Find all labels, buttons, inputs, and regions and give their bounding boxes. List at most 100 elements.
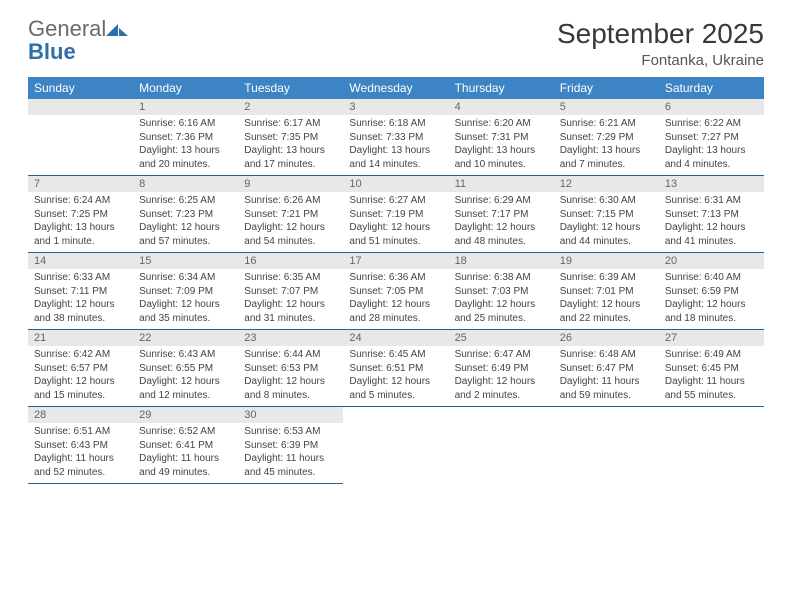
daylight-line: Daylight: 12 hours and 35 minutes. <box>139 298 232 325</box>
day-number: 28 <box>28 407 133 423</box>
page-title: September 2025 <box>557 18 764 50</box>
day-number: 25 <box>449 330 554 346</box>
weekday-header-row: Sunday Monday Tuesday Wednesday Thursday… <box>28 77 764 99</box>
calendar-day-cell: 26Sunrise: 6:48 AMSunset: 6:47 PMDayligh… <box>554 330 659 407</box>
sunset-line: Sunset: 7:36 PM <box>139 131 232 145</box>
sunrise-line: Sunrise: 6:38 AM <box>455 271 548 285</box>
daylight-line: Daylight: 12 hours and 48 minutes. <box>455 221 548 248</box>
day-info: Sunrise: 6:49 AMSunset: 6:45 PMDaylight:… <box>659 346 764 402</box>
sunset-line: Sunset: 7:01 PM <box>560 285 653 299</box>
day-info: Sunrise: 6:31 AMSunset: 7:13 PMDaylight:… <box>659 192 764 248</box>
daylight-line: Daylight: 11 hours and 49 minutes. <box>139 452 232 479</box>
daylight-line: Daylight: 13 hours and 4 minutes. <box>665 144 758 171</box>
calendar-week-row: 14Sunrise: 6:33 AMSunset: 7:11 PMDayligh… <box>28 253 764 330</box>
sunrise-line: Sunrise: 6:17 AM <box>244 117 337 131</box>
day-number: 29 <box>133 407 238 423</box>
calendar-week-row: 7 Sunrise: 6:24 AMSunset: 7:25 PM Daylight… <box>28 176 764 253</box>
sunrise-line: Sunrise: 6:45 AM <box>349 348 442 362</box>
sunrise-line: Sunrise: 6:39 AM <box>560 271 653 285</box>
sunset-line: Sunset: 7:15 PM <box>560 208 653 222</box>
sunrise-line: Sunrise: 6:44 AM <box>244 348 337 362</box>
sunset-line: Sunset: 7:29 PM <box>560 131 653 145</box>
sunset-line: Sunset: 7:31 PM <box>455 131 548 145</box>
sunset-line: Sunset: 7:35 PM <box>244 131 337 145</box>
brand-word1: General <box>28 16 106 41</box>
sunset-line: Sunset: 6:45 PM <box>665 362 758 376</box>
sunrise-line: Sunrise: 6:20 AM <box>455 117 548 131</box>
day-number: 12 <box>554 176 659 192</box>
sunset-line: Sunset: 6:49 PM <box>455 362 548 376</box>
sunset-line: Sunset: 7:07 PM <box>244 285 337 299</box>
calendar-day-cell: 22Sunrise: 6:43 AMSunset: 6:55 PMDayligh… <box>133 330 238 407</box>
day-number: 18 <box>449 253 554 269</box>
sunset-line: Sunset: 6:41 PM <box>139 439 232 453</box>
calendar-day-cell <box>554 407 659 484</box>
day-number: 30 <box>238 407 343 423</box>
day-number: 9 <box>238 176 343 192</box>
calendar-day-cell: 4Sunrise: 6:20 AMSunset: 7:31 PMDaylight… <box>449 99 554 176</box>
daylight-line: Daylight: 12 hours and 31 minutes. <box>244 298 337 325</box>
calendar-day-cell: 12Sunrise: 6:30 AMSunset: 7:15 PMDayligh… <box>554 176 659 253</box>
daylight-line: Daylight: 12 hours and 41 minutes. <box>665 221 758 248</box>
weekday-saturday: Saturday <box>659 77 764 99</box>
sunrise-line: Sunrise: 6:31 AM <box>665 194 758 208</box>
day-info: Sunrise: 6:33 AMSunset: 7:11 PMDaylight:… <box>28 269 133 325</box>
calendar-day-cell: 28Sunrise: 6:51 AMSunset: 6:43 PMDayligh… <box>28 407 133 484</box>
calendar-day-cell: 13Sunrise: 6:31 AMSunset: 7:13 PMDayligh… <box>659 176 764 253</box>
sunrise-line: Sunrise: 6:43 AM <box>139 348 232 362</box>
calendar-day-cell: 17Sunrise: 6:36 AMSunset: 7:05 PMDayligh… <box>343 253 448 330</box>
sunset-line: Sunset: 6:47 PM <box>560 362 653 376</box>
sunset-line: Sunset: 6:57 PM <box>34 362 127 376</box>
daylight-line: Daylight: 13 hours and 17 minutes. <box>244 144 337 171</box>
calendar-day-cell: 15Sunrise: 6:34 AMSunset: 7:09 PMDayligh… <box>133 253 238 330</box>
sunset-line: Sunset: 7:09 PM <box>139 285 232 299</box>
sunrise-line: Sunrise: 6:52 AM <box>139 425 232 439</box>
calendar-day-cell: 20Sunrise: 6:40 AMSunset: 6:59 PMDayligh… <box>659 253 764 330</box>
sunrise-line: Sunrise: 6:34 AM <box>139 271 232 285</box>
day-info: Sunrise: 6:42 AMSunset: 6:57 PMDaylight:… <box>28 346 133 402</box>
day-info: Sunrise: 6:44 AMSunset: 6:53 PMDaylight:… <box>238 346 343 402</box>
day-info: Sunrise: 6:40 AMSunset: 6:59 PMDaylight:… <box>659 269 764 325</box>
daylight-line: Daylight: 12 hours and 15 minutes. <box>34 375 127 402</box>
weekday-sunday: Sunday <box>28 77 133 99</box>
sunset-line: Sunset: 6:59 PM <box>665 285 758 299</box>
sunset-line: Sunset: 7:05 PM <box>349 285 442 299</box>
calendar-week-row: 28Sunrise: 6:51 AMSunset: 6:43 PMDayligh… <box>28 407 764 484</box>
daylight-line: Daylight: 12 hours and 2 minutes. <box>455 375 548 402</box>
day-info: Sunrise: 6:27 AMSunset: 7:19 PMDaylight:… <box>343 192 448 248</box>
day-number: 17 <box>343 253 448 269</box>
calendar-day-cell: 27Sunrise: 6:49 AMSunset: 6:45 PMDayligh… <box>659 330 764 407</box>
calendar-day-cell: 21Sunrise: 6:42 AMSunset: 6:57 PMDayligh… <box>28 330 133 407</box>
calendar-day-cell: 3Sunrise: 6:18 AMSunset: 7:33 PMDaylight… <box>343 99 448 176</box>
calendar-day-cell: 30Sunrise: 6:53 AMSunset: 6:39 PMDayligh… <box>238 407 343 484</box>
daylight-line: Daylight: 13 hours and 7 minutes. <box>560 144 653 171</box>
calendar-day-cell: 9Sunrise: 6:26 AMSunset: 7:21 PMDaylight… <box>238 176 343 253</box>
sunset-line: Sunset: 7:25 PM <box>34 208 127 222</box>
sunrise-line: Sunrise: 6:47 AM <box>455 348 548 362</box>
day-number: 10 <box>343 176 448 192</box>
day-number: 8 <box>133 176 238 192</box>
weekday-monday: Monday <box>133 77 238 99</box>
day-info: Sunrise: 6:43 AMSunset: 6:55 PMDaylight:… <box>133 346 238 402</box>
day-info: Sunrise: 6:35 AMSunset: 7:07 PMDaylight:… <box>238 269 343 325</box>
day-info: Sunrise: 6:25 AMSunset: 7:23 PMDaylight:… <box>133 192 238 248</box>
calendar-day-cell: 29 Sunrise: 6:52 AMSunset: 6:41 PMDayligh… <box>133 407 238 484</box>
sunrise-line: Sunrise: 6:53 AM <box>244 425 337 439</box>
day-info: Sunrise: 6:34 AMSunset: 7:09 PMDaylight:… <box>133 269 238 325</box>
sunrise-line: Sunrise: 6:48 AM <box>560 348 653 362</box>
day-info: Sunrise: 6:48 AMSunset: 6:47 PMDaylight:… <box>554 346 659 402</box>
sunrise-line: Sunrise: 6:26 AM <box>244 194 337 208</box>
sunrise-line: Sunrise: 6:27 AM <box>349 194 442 208</box>
sunset-line: Sunset: 7:19 PM <box>349 208 442 222</box>
header: General Blue September 2025 Fontanka, Uk… <box>28 18 764 69</box>
calendar-table: Sunday Monday Tuesday Wednesday Thursday… <box>28 77 764 484</box>
day-info: Sunrise: 6:36 AMSunset: 7:05 PMDaylight:… <box>343 269 448 325</box>
daylight-line: Daylight: 11 hours and 55 minutes. <box>665 375 758 402</box>
sunset-line: Sunset: 6:51 PM <box>349 362 442 376</box>
sunset-line: Sunset: 6:53 PM <box>244 362 337 376</box>
sunset-line: Sunset: 7:13 PM <box>665 208 758 222</box>
sunrise-line: Sunrise: 6:24 AM <box>34 194 127 208</box>
daylight-line: Daylight: 12 hours and 5 minutes. <box>349 375 442 402</box>
calendar-day-cell <box>449 407 554 484</box>
day-number: 7 <box>28 176 133 192</box>
